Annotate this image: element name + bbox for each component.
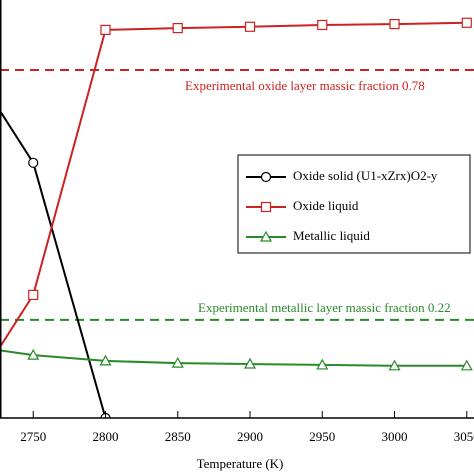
x-tick-label: 3000	[382, 429, 408, 444]
x-tick-label: 2950	[309, 429, 335, 444]
legend-label: Metallic liquid	[293, 228, 370, 243]
legend-label: Oxide solid (U1-xZrx)O2-y	[293, 168, 438, 183]
legend-marker	[260, 171, 272, 183]
data-point	[317, 19, 328, 31]
data-point	[388, 359, 401, 371]
x-tick-label: 3050	[454, 429, 474, 444]
x-axis-label: Temperature (K)	[197, 456, 284, 471]
data-point	[28, 157, 39, 168]
data-point	[100, 24, 111, 35]
data-point	[243, 357, 257, 369]
legend-label: Oxide liquid	[293, 198, 359, 213]
data-point	[171, 356, 184, 368]
data-point	[316, 358, 329, 370]
data-point	[27, 348, 40, 360]
reference-label: Experimental oxide layer massic fraction…	[185, 78, 425, 93]
x-tick-label: 2750	[20, 429, 46, 444]
data-point	[461, 17, 472, 28]
legend-marker	[259, 230, 273, 242]
plot-area	[0, 17, 474, 418]
x-tick-label: 2850	[165, 429, 191, 444]
data-point	[172, 23, 183, 34]
x-tick-label: 2900	[237, 429, 263, 444]
x-tick-label: 2800	[92, 429, 118, 444]
data-point	[460, 359, 473, 371]
series-line	[0, 109, 107, 418]
series-line	[0, 349, 467, 367]
data-point	[389, 18, 400, 30]
series-line	[0, 21, 467, 349]
legend: Oxide solid (U1-xZrx)O2-y Oxide liquid Met…	[237, 154, 471, 254]
reference-label: Experimental metallic layer massic fract…	[198, 300, 451, 315]
data-point	[99, 354, 112, 366]
data-point	[28, 289, 39, 300]
data-point	[244, 21, 256, 32]
legend-marker	[260, 201, 272, 213]
